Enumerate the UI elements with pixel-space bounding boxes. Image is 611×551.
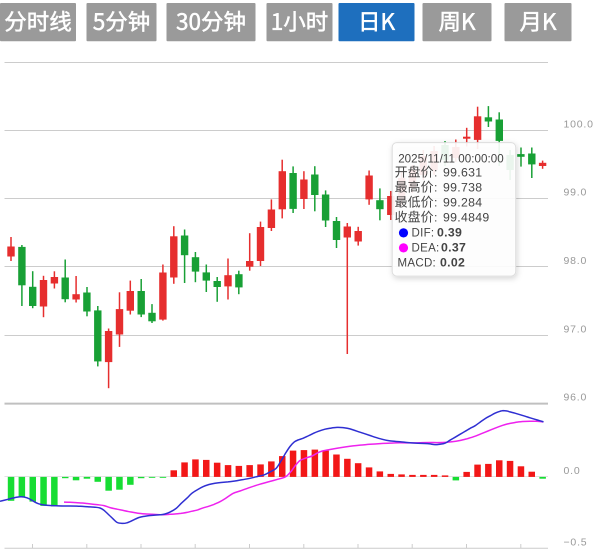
svg-text:0.37: 0.37 — [441, 241, 466, 255]
svg-text:DEA:: DEA: — [412, 243, 440, 255]
svg-text::: : — [434, 213, 438, 225]
svg-text:97.0: 97.0 — [564, 323, 588, 335]
svg-text:MACD:: MACD: — [398, 258, 437, 270]
svg-text:100.0: 100.0 — [564, 118, 594, 130]
svg-text:99.0: 99.0 — [564, 187, 588, 199]
svg-text:2025/11/11 00:00:00: 2025/11/11 00:00:00 — [398, 152, 504, 165]
svg-text:99.284: 99.284 — [443, 196, 482, 210]
svg-text:99.4849: 99.4849 — [443, 211, 490, 225]
svg-text::: : — [434, 198, 438, 210]
svg-text:0.0: 0.0 — [564, 465, 581, 477]
svg-text:98.0: 98.0 — [564, 255, 588, 267]
svg-text:0.02: 0.02 — [440, 256, 465, 270]
svg-text:99.738: 99.738 — [443, 181, 482, 195]
svg-text:−0.5: −0.5 — [564, 536, 588, 548]
svg-text::: : — [434, 168, 438, 180]
svg-text:99.631: 99.631 — [443, 166, 482, 180]
svg-text:96.0: 96.0 — [564, 392, 588, 404]
svg-text:0.39: 0.39 — [437, 226, 462, 240]
svg-text::: : — [434, 183, 438, 195]
svg-text:DIF:: DIF: — [412, 228, 435, 240]
